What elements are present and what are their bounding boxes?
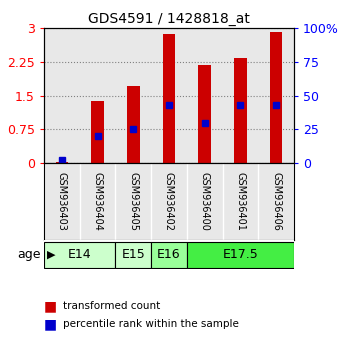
Bar: [44, 241, 115, 268]
Text: ▶: ▶: [47, 250, 56, 259]
Text: ■: ■: [44, 317, 57, 331]
Text: E14: E14: [68, 248, 92, 261]
Text: age: age: [17, 248, 41, 261]
Text: GSM936403: GSM936403: [57, 172, 67, 231]
Bar: [55, 162, 68, 163]
Text: transformed count: transformed count: [63, 301, 160, 311]
Text: percentile rank within the sample: percentile rank within the sample: [63, 319, 238, 329]
Text: GSM936400: GSM936400: [200, 172, 210, 231]
Bar: [151, 241, 187, 268]
Text: GSM936401: GSM936401: [236, 172, 245, 231]
Text: GSM936406: GSM936406: [271, 172, 281, 231]
Text: E15: E15: [121, 248, 145, 261]
Bar: [198, 65, 211, 163]
Bar: [91, 101, 104, 163]
Text: ■: ■: [44, 299, 57, 313]
Bar: [187, 241, 294, 268]
Bar: [163, 34, 175, 163]
Bar: [234, 58, 247, 163]
Text: GSM936402: GSM936402: [164, 172, 174, 231]
Text: GSM936405: GSM936405: [128, 172, 138, 231]
Text: E16: E16: [157, 248, 181, 261]
Bar: [115, 241, 151, 268]
Title: GDS4591 / 1428818_at: GDS4591 / 1428818_at: [88, 12, 250, 26]
Bar: [270, 32, 283, 163]
Text: E17.5: E17.5: [223, 248, 258, 261]
Bar: [127, 86, 140, 163]
Text: GSM936404: GSM936404: [93, 172, 102, 231]
